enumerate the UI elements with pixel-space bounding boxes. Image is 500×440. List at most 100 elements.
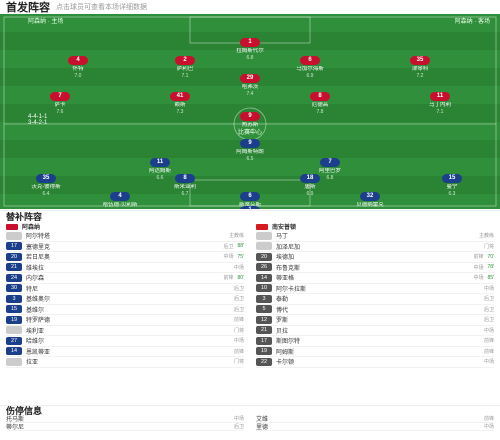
- home-player[interactable]: 35 津琴科 7.2: [389, 48, 451, 79]
- list-item[interactable]: 3 泰勒 后卫: [256, 294, 494, 305]
- home-player[interactable]: 8 厄德高 7.8: [289, 84, 351, 115]
- player-position: 后卫: [483, 306, 494, 313]
- player-position: 门将: [483, 243, 494, 250]
- list-item[interactable]: 21 贝拉 中场: [256, 326, 494, 336]
- player-position: 后卫: [483, 317, 494, 324]
- home-player[interactable]: 6 马加尔海斯 6.9: [279, 48, 341, 79]
- player-number: 41: [170, 92, 190, 101]
- away-player[interactable]: 32贝德纳雷克6.4: [339, 184, 401, 209]
- list-item[interactable]: 10 阿尔卡拉斯 中场: [256, 284, 494, 294]
- player-position: 中场: [483, 327, 494, 334]
- list-item[interactable]: 14 恩凯蒂亚 前锋: [6, 347, 244, 357]
- list-item[interactable]: 蒂尔尼 后卫: [6, 423, 244, 431]
- home-player[interactable]: 1 拉姆斯代尔 6.8: [219, 30, 281, 61]
- list-item[interactable]: 3 基维奥尔 后卫: [6, 294, 244, 305]
- player-rating: 7.1: [436, 109, 444, 115]
- away-player[interactable]: 35 沃克-彼得斯 6.4: [15, 166, 77, 197]
- home-player[interactable]: 29 哈弗茨 7.4: [219, 66, 281, 97]
- shirt-number: 14: [6, 347, 22, 356]
- away-player[interactable]: 9 阿姆斯特朗 6.5: [219, 131, 281, 162]
- player-position: 主教练: [228, 233, 244, 240]
- list-item[interactable]: 19 阿姆斯 前锋: [256, 347, 494, 357]
- player-name: 阿尔特塔: [26, 234, 51, 241]
- player-number: 9: [240, 112, 260, 121]
- list-item[interactable]: 艾维 前锋: [256, 415, 494, 423]
- list-item[interactable]: 22 卡尔顿 中场: [256, 357, 494, 368]
- list-item[interactable]: 24 内尔森 前锋 80': [6, 273, 244, 284]
- player-position: 前锋: [483, 338, 494, 345]
- player-rating: 6.5: [246, 156, 254, 162]
- injuries-home: 托马斯 中场 蒂尔尼 后卫: [0, 415, 250, 431]
- away-player[interactable]: 18 唐斯 6.9: [279, 166, 341, 197]
- list-item[interactable]: 15 基维尔 后卫: [6, 305, 244, 315]
- shirt-number: [256, 231, 272, 240]
- player-position: 后卫: [233, 285, 244, 292]
- list-item[interactable]: 加泽尼加 门将: [256, 242, 494, 252]
- player-name: 罗斯: [276, 318, 289, 325]
- list-item[interactable]: 5 博代 后卫: [256, 305, 494, 315]
- player-name: 萨利巴: [176, 66, 194, 72]
- player-position: 前锋: [233, 317, 244, 324]
- list-item[interactable]: 20 埃德加 前锋 70': [256, 252, 494, 263]
- list-item[interactable]: 30 特尼 后卫: [6, 284, 244, 294]
- away-player[interactable]: 15 曼宁 6.3: [421, 166, 483, 197]
- shirt-number: 5: [256, 305, 272, 314]
- player-name: 贝拉: [276, 328, 289, 335]
- home-player[interactable]: 9 热苏斯 7.0: [219, 104, 281, 135]
- list-item[interactable]: 17 斯图尔特 前锋: [256, 336, 494, 347]
- shirt-number: 10: [256, 284, 272, 293]
- away-player[interactable]: 1拉姆斯代尔7.0: [219, 198, 281, 209]
- home-formation-value: 4-4-1-1: [28, 114, 48, 120]
- home-player[interactable]: 2 萨利巴 7.1: [154, 48, 216, 79]
- player-name: 唐斯: [304, 184, 316, 190]
- list-item[interactable]: 14 蒂亚格 中场 85': [256, 273, 494, 284]
- list-item[interactable]: 20 若日尼奥 中场 75': [6, 252, 244, 263]
- home-player[interactable]: 41 赖斯 7.3: [149, 84, 211, 115]
- list-item[interactable]: 马丁 主教练: [256, 231, 494, 242]
- player-name: 贝德纳雷克: [356, 202, 384, 208]
- player-name: 埃德加: [276, 255, 295, 262]
- injuries-away: 艾维 前锋 里德 中场: [250, 415, 500, 431]
- shirt-number: 3: [256, 294, 272, 303]
- player-name: 特罗萨德: [26, 318, 51, 325]
- home-crest-icon: [6, 223, 18, 230]
- player-position: 中场: [483, 285, 494, 292]
- player-name: 卡尔顿: [276, 360, 295, 367]
- subs-title: 替补阵容: [6, 212, 43, 222]
- list-item[interactable]: 拉亚 门将: [6, 357, 244, 368]
- subs-home-team: 阿森纳: [6, 222, 244, 231]
- home-formation: 4-4-1-1: [28, 114, 47, 120]
- away-player[interactable]: 11 阿达姆斯 6.6: [129, 150, 191, 181]
- player-rating: 6.4: [42, 191, 50, 197]
- subs-home-team-name: 阿森纳: [22, 225, 41, 231]
- list-item[interactable]: 21 维埃拉 中场: [6, 263, 244, 273]
- lineup-title: 首发阵容: [6, 2, 50, 14]
- player-name: 阿尔卡拉斯: [276, 286, 307, 293]
- home-player[interactable]: 7 萨卡 7.6: [29, 84, 91, 115]
- shirt-number: 27: [6, 336, 22, 345]
- home-player[interactable]: 11 马丁内利 7.1: [409, 84, 471, 115]
- shirt-number: 20: [6, 252, 22, 261]
- sub-minute: 88': [237, 243, 244, 250]
- list-item[interactable]: 19 特罗萨德 前锋: [6, 315, 244, 326]
- player-name: 斯图尔特: [276, 339, 301, 346]
- player-name: 泰勒: [276, 297, 289, 304]
- list-item[interactable]: 17 塞德里克 后卫 88': [6, 242, 244, 252]
- away-player[interactable]: 8 斯米亚利 6.7: [154, 166, 216, 197]
- player-name: 曼宁: [446, 184, 458, 190]
- list-item[interactable]: 12 罗斯 后卫: [256, 315, 494, 326]
- list-item[interactable]: 27 哈维尔 中场: [6, 336, 244, 347]
- player-number: 7: [50, 92, 70, 101]
- list-item[interactable]: 托马斯 中场: [6, 415, 244, 423]
- list-item[interactable]: 阿尔特塔 主教练: [6, 231, 244, 242]
- player-number: 11: [150, 158, 170, 167]
- list-item[interactable]: 埃利亚 门将: [6, 326, 244, 336]
- player-name: 若日尼奥: [26, 255, 51, 262]
- player-name: 艾维: [256, 417, 269, 423]
- list-item[interactable]: 26 布鲁克斯 中场 78': [256, 263, 494, 273]
- away-player[interactable]: 6斯蒂芬斯6.2: [219, 184, 281, 209]
- list-item[interactable]: 里德 中场: [256, 423, 494, 431]
- away-player[interactable]: 7 阿里巴罗 6.8: [299, 150, 361, 181]
- home-player[interactable]: 4 怀特 7.0: [47, 48, 109, 79]
